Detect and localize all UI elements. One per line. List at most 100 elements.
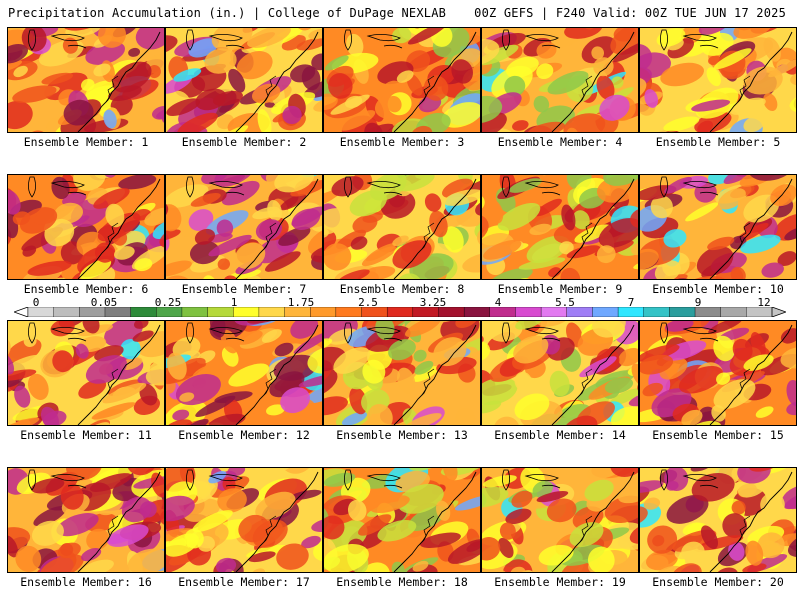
- precip-map: [482, 468, 638, 572]
- precip-map: [324, 175, 480, 279]
- precip-map: [324, 321, 480, 425]
- ensemble-map-panel: [7, 467, 165, 573]
- lake-outlines: [186, 29, 245, 51]
- bay-outline: [579, 222, 593, 250]
- lake-outlines: [502, 322, 561, 344]
- ensemble-map-panel: [639, 467, 797, 573]
- precip-map: [324, 28, 480, 132]
- precip-map: [482, 175, 638, 279]
- ensemble-map-panel: [7, 320, 165, 426]
- ensemble-map-panel: [639, 320, 797, 426]
- lake-outlines: [660, 29, 719, 51]
- lake-outlines: [186, 322, 245, 344]
- precip-map: [324, 468, 480, 572]
- ensemble-member-label: Ensemble Member: 17: [178, 575, 310, 589]
- lake-outlines: [660, 469, 719, 491]
- ensemble-member-label: Ensemble Member: 19: [494, 575, 626, 589]
- ensemble-map-panel: [323, 467, 481, 573]
- coastline: [77, 471, 161, 572]
- lake-outlines: [28, 322, 87, 344]
- lake-outlines: [344, 469, 403, 491]
- colorbar-tick-label: 0.25: [154, 296, 182, 309]
- colorbar-tick-label: 4: [494, 296, 502, 309]
- ensemble-member-label: Ensemble Member: 10: [652, 282, 784, 296]
- precip-map: [8, 321, 164, 425]
- ensemble-member-label: Ensemble Member: 9: [497, 282, 623, 296]
- ensemble-map-panel: [323, 174, 481, 280]
- lake-outlines: [28, 176, 87, 198]
- colorbar-tick-label: 0.05: [90, 296, 118, 309]
- bay-outline: [737, 515, 751, 543]
- bay-outline: [737, 368, 751, 396]
- lake-outlines: [502, 176, 561, 198]
- coastline: [551, 471, 635, 572]
- coastline: [393, 471, 477, 572]
- colorbar-tick-label: 1: [230, 296, 238, 309]
- ensemble-map-panel: [7, 174, 165, 280]
- precip-map: [166, 468, 322, 572]
- bay-outline: [579, 515, 593, 543]
- colorbar-tick-label: 3.25: [419, 296, 447, 309]
- precip-map: [166, 28, 322, 132]
- lake-outlines: [186, 469, 245, 491]
- coastline: [551, 324, 635, 425]
- precip-map: [8, 175, 164, 279]
- colorbar-tick-label: 7: [627, 296, 635, 309]
- bay-outline: [105, 515, 119, 543]
- coastline: [709, 324, 793, 425]
- precip-map: [8, 28, 164, 132]
- colorbar-tick-label: 0: [32, 296, 40, 309]
- lake-outlines: [502, 29, 561, 51]
- ensemble-member-label: Ensemble Member: 20: [652, 575, 784, 589]
- ensemble-map-panel: [165, 174, 323, 280]
- model-run-info: 00Z GEFS | F240 Valid: 00Z TUE JUN 17 20…: [474, 6, 786, 20]
- ensemble-member-label: Ensemble Member: 1: [23, 135, 149, 149]
- bay-outline: [105, 75, 119, 103]
- precip-map: [166, 175, 322, 279]
- ensemble-member-label: Ensemble Member: 16: [20, 575, 152, 589]
- lake-outlines: [28, 469, 87, 491]
- lake-outlines: [344, 29, 403, 51]
- ensemble-member-label: Ensemble Member: 4: [497, 135, 623, 149]
- ensemble-map-panel: [481, 174, 639, 280]
- coastline: [709, 31, 793, 132]
- precip-map: [640, 175, 796, 279]
- coastline: [77, 31, 161, 132]
- ensemble-map-panel: [7, 27, 165, 133]
- precip-map: [482, 28, 638, 132]
- precip-map: [640, 28, 796, 132]
- colorbar-swatch: [181, 307, 209, 317]
- lake-outlines: [186, 176, 245, 198]
- ensemble-member-label: Ensemble Member: 13: [336, 428, 468, 442]
- colorbar-swatch: [643, 307, 670, 317]
- ensemble-member-label: Ensemble Member: 7: [181, 282, 307, 296]
- lake-outlines: [28, 29, 87, 51]
- ensemble-member-label: Ensemble Member: 3: [339, 135, 465, 149]
- precip-colorbar: [14, 307, 786, 317]
- colorbar-tick-label: 12: [757, 296, 771, 309]
- lake-outlines: [660, 176, 719, 198]
- precip-map: [166, 321, 322, 425]
- ensemble-member-label: Ensemble Member: 6: [23, 282, 149, 296]
- coastline: [77, 178, 161, 279]
- coastline: [551, 31, 635, 132]
- colorbar-swatch: [720, 307, 747, 317]
- colorbar-arrow-right: [771, 307, 786, 317]
- ensemble-map-panel: [165, 467, 323, 573]
- colorbar-swatch: [53, 307, 80, 317]
- bay-outline: [421, 368, 435, 396]
- ensemble-map-panel: [639, 27, 797, 133]
- ensemble-member-label: Ensemble Member: 14: [494, 428, 626, 442]
- bay-outline: [263, 368, 277, 396]
- coastline: [235, 324, 319, 425]
- bay-outline: [105, 368, 119, 396]
- ensemble-map-panel: [481, 467, 639, 573]
- ensemble-map-panel: [639, 174, 797, 280]
- coastline: [235, 178, 319, 279]
- colorbar-swatch: [258, 307, 286, 317]
- colorbar-swatch: [130, 307, 157, 317]
- lake-outlines: [344, 322, 403, 344]
- colorbar-swatch: [592, 307, 619, 317]
- bay-outline: [737, 75, 751, 103]
- colorbar-swatch: [515, 307, 542, 317]
